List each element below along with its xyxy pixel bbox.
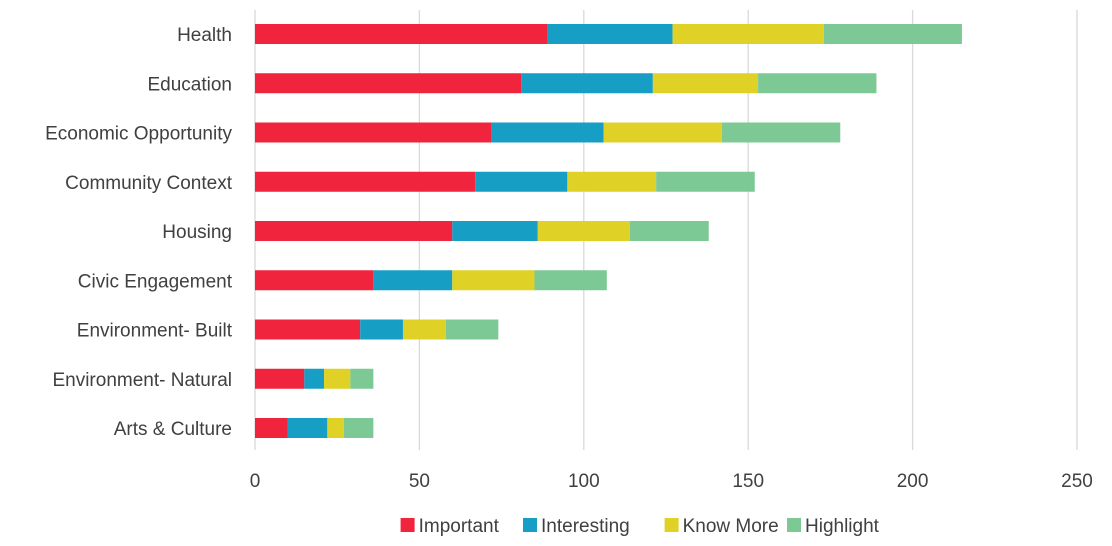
legend-swatch [523, 518, 537, 532]
bar-segment [452, 221, 538, 241]
category-label: Economic Opportunity [45, 124, 232, 145]
bar-segment [491, 122, 604, 143]
bar-segment [255, 418, 288, 438]
category-label: Arts & Culture [114, 419, 232, 440]
legend: Important Interesting Know More Highlight [400, 516, 880, 537]
bar-segment [324, 368, 351, 389]
bar-segment [652, 73, 759, 94]
x-tick-label: 0 [250, 471, 261, 492]
category-labels: Health Education Economic Opportunity Commu… [45, 25, 233, 440]
x-tick-label: 200 [897, 471, 929, 492]
bar-segment [255, 221, 453, 241]
bars [255, 24, 962, 438]
bar-segment [547, 24, 673, 44]
legend-swatch [400, 518, 415, 532]
bar-segment [629, 221, 709, 241]
bar-segment [304, 368, 325, 389]
bar-segment [255, 319, 361, 340]
bar-segment [823, 24, 962, 44]
category-label: Housing [162, 222, 232, 243]
bar-segment [567, 171, 657, 192]
bar-segment [255, 368, 305, 389]
x-tick-label: 50 [409, 471, 430, 492]
bar-segment [255, 270, 374, 291]
bar-segment [534, 270, 607, 291]
legend-swatch [664, 518, 679, 532]
category-label: Community Context [65, 173, 233, 194]
bar-segment [255, 24, 548, 44]
category-label: Environment- Natural [52, 370, 232, 391]
bar-segment [521, 73, 653, 94]
legend-label: Interesting [541, 516, 630, 537]
bar-segment [758, 73, 877, 94]
bar-segment [402, 319, 446, 340]
bar-segment [721, 122, 841, 143]
bar-segment [445, 319, 499, 340]
x-tick-label: 250 [1061, 471, 1093, 492]
bar-segment [255, 122, 492, 143]
bar-segment [656, 171, 755, 192]
bar-segment [287, 418, 328, 438]
category-label: Health [177, 25, 232, 46]
bar-segment [327, 418, 344, 438]
category-label: Education [147, 74, 232, 95]
bar-segment [475, 171, 568, 192]
bar-segment [373, 270, 453, 291]
bar-segment [255, 73, 522, 94]
bar-segment [537, 221, 630, 241]
bar-segment [350, 368, 374, 389]
bar-segment [360, 319, 403, 340]
category-label: Environment- Built [77, 321, 233, 342]
legend-label: Know More [683, 516, 779, 537]
bar-segment [343, 418, 374, 438]
legend-label: Highlight [805, 516, 880, 537]
legend-swatch [787, 518, 801, 532]
x-tick-label: 100 [568, 471, 600, 492]
bar-segment [603, 122, 722, 143]
x-axis-tick-labels: 0 50 100 150 200 250 [250, 471, 1093, 492]
bar-segment [255, 171, 476, 192]
x-tick-label: 150 [732, 471, 764, 492]
category-label: Civic Engagement [78, 271, 233, 292]
bar-segment [672, 24, 824, 44]
legend-label: Important [419, 516, 500, 537]
bar-segment [452, 270, 535, 291]
